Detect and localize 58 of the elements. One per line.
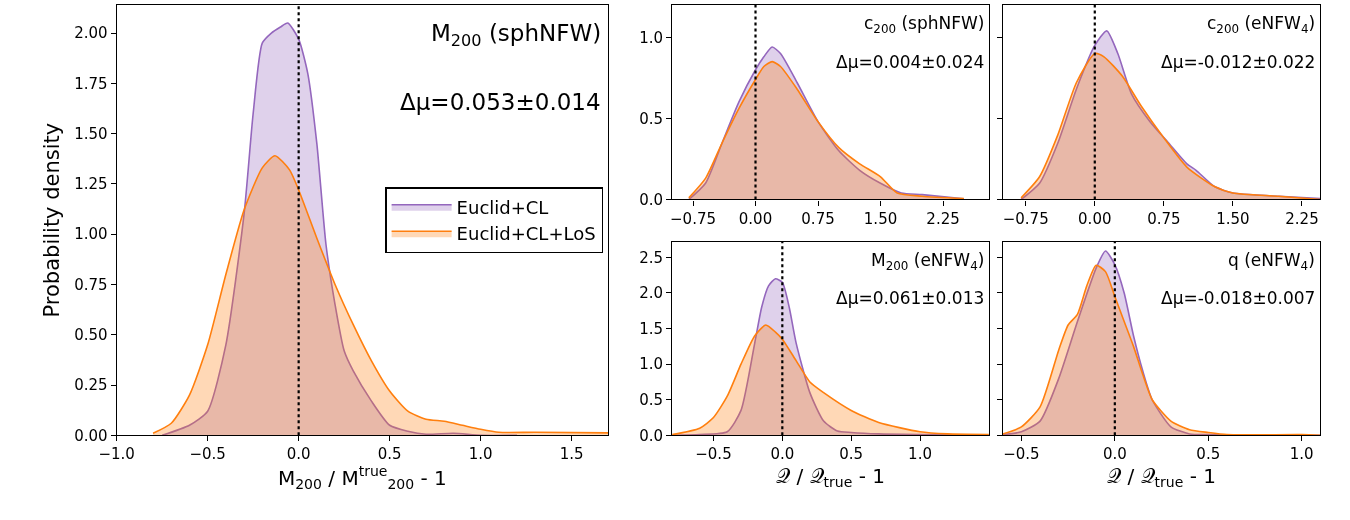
annotation: c$_{200}$ (sphNFW) [864,13,985,36]
x-tick-label: 1.5 [559,445,584,464]
x-tick-label: 0.5 [839,445,864,464]
y-tick-label: 0.50 [74,326,108,345]
x-tick-label: 1.50 [1216,209,1250,228]
x-tick-label: 1.0 [1289,445,1314,464]
x-tick-label: 1.0 [468,445,493,464]
y-tick-label: 1.75 [74,74,108,93]
x-tick-label: 1.50 [863,209,898,228]
y-tick-label: 2.0 [639,284,664,303]
y-tick-label: 2.5 [639,248,664,267]
x-tick-label: 0.00 [1078,209,1112,228]
legend-label: Euclid+CL+LoS [456,223,596,245]
annotation: M$_{200}$ (eNFW$_{4}$) [871,250,985,273]
x-tick-label: 0.5 [1196,445,1221,464]
x-axis-title: 𝒬 / 𝒬$_{true}$ - 1 [776,463,885,491]
y-tick-label: 1.0 [639,28,664,47]
x-tick-label: −0.5 [1003,445,1040,464]
x-tick-label: −0.5 [695,445,732,464]
x-tick-label: 2.25 [926,209,960,228]
x-tick-label: 0.0 [286,445,311,464]
annotation: Δμ=-0.012±0.022 [1161,52,1316,72]
y-tick-label: 0.0 [639,190,664,209]
annotation: Δμ=0.061±0.013 [836,288,985,308]
y-tick-label: 1.25 [74,175,108,194]
y-tick-label: 0.75 [74,275,108,294]
x-tick-label: 2.25 [1285,209,1319,228]
annotation: M$_{200}$ (sphNFW) [431,20,602,50]
x-tick-label: 0.0 [1102,445,1127,464]
x-tick-label: 0.00 [738,209,773,228]
y-tick-label: 0.00 [74,426,108,445]
y-tick-label: 1.0 [639,355,664,374]
y-tick-label: 0.5 [639,109,664,128]
x-tick-label: 0.75 [801,209,835,228]
y-tick-label: 1.5 [639,319,664,338]
x-tick-label: −0.5 [189,445,226,464]
x-tick-label: 0.5 [377,445,402,464]
x-axis-title: 𝒬 / 𝒬$_{true}$ - 1 [1107,463,1216,491]
y-tick-label: 0.5 [639,390,664,409]
y-tick-label: 0.0 [639,426,664,445]
y-tick-label: 2.00 [74,24,108,43]
x-tick-label: −0.75 [670,209,716,228]
y-tick-label: 1.50 [74,124,108,143]
legend-label: Euclid+CL [456,196,549,218]
x-tick-label: 1.0 [908,445,932,464]
x-tick-label: −0.75 [1002,209,1049,228]
y-tick-label: 0.25 [74,376,108,395]
y-tick-label: 1.00 [74,225,108,244]
x-tick-label: 0.0 [770,445,795,464]
x-tick-label: −1.0 [98,445,135,464]
annotation: q (eNFW$_{4}$) [1228,250,1315,273]
x-axis-title: M$_{200}$ / M$^{true}$$_{200}$ - 1 [277,463,447,493]
annotation: Δμ=0.053±0.014 [400,89,601,115]
x-tick-label: 0.75 [1147,209,1181,228]
annotation: c$_{200}$ (eNFW$_{4}$) [1207,13,1316,36]
y-axis-title: Probability density [40,122,65,318]
annotation: Δμ=-0.018±0.007 [1161,288,1316,308]
annotation: Δμ=0.004±0.024 [836,52,985,72]
